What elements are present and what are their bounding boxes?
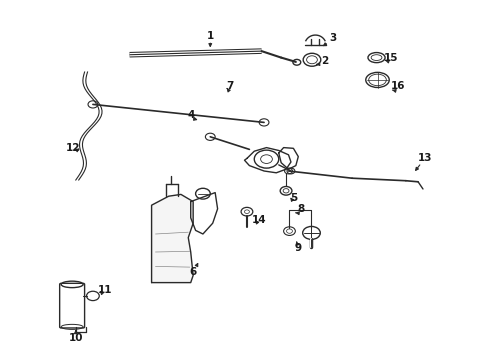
- Text: 7: 7: [225, 81, 233, 91]
- Text: 12: 12: [66, 143, 81, 153]
- Text: 2: 2: [321, 56, 328, 66]
- Text: 9: 9: [294, 243, 301, 253]
- Text: 6: 6: [189, 267, 196, 277]
- Text: 10: 10: [68, 333, 83, 343]
- Text: 5: 5: [289, 193, 296, 203]
- Text: 8: 8: [297, 204, 304, 214]
- Text: 13: 13: [417, 153, 432, 163]
- Text: 16: 16: [390, 81, 405, 91]
- Polygon shape: [151, 194, 193, 283]
- Text: 3: 3: [328, 33, 335, 43]
- Text: 15: 15: [383, 53, 398, 63]
- Text: 14: 14: [251, 215, 266, 225]
- Text: 4: 4: [186, 110, 194, 120]
- Text: 1: 1: [206, 31, 213, 41]
- Text: 11: 11: [98, 285, 112, 295]
